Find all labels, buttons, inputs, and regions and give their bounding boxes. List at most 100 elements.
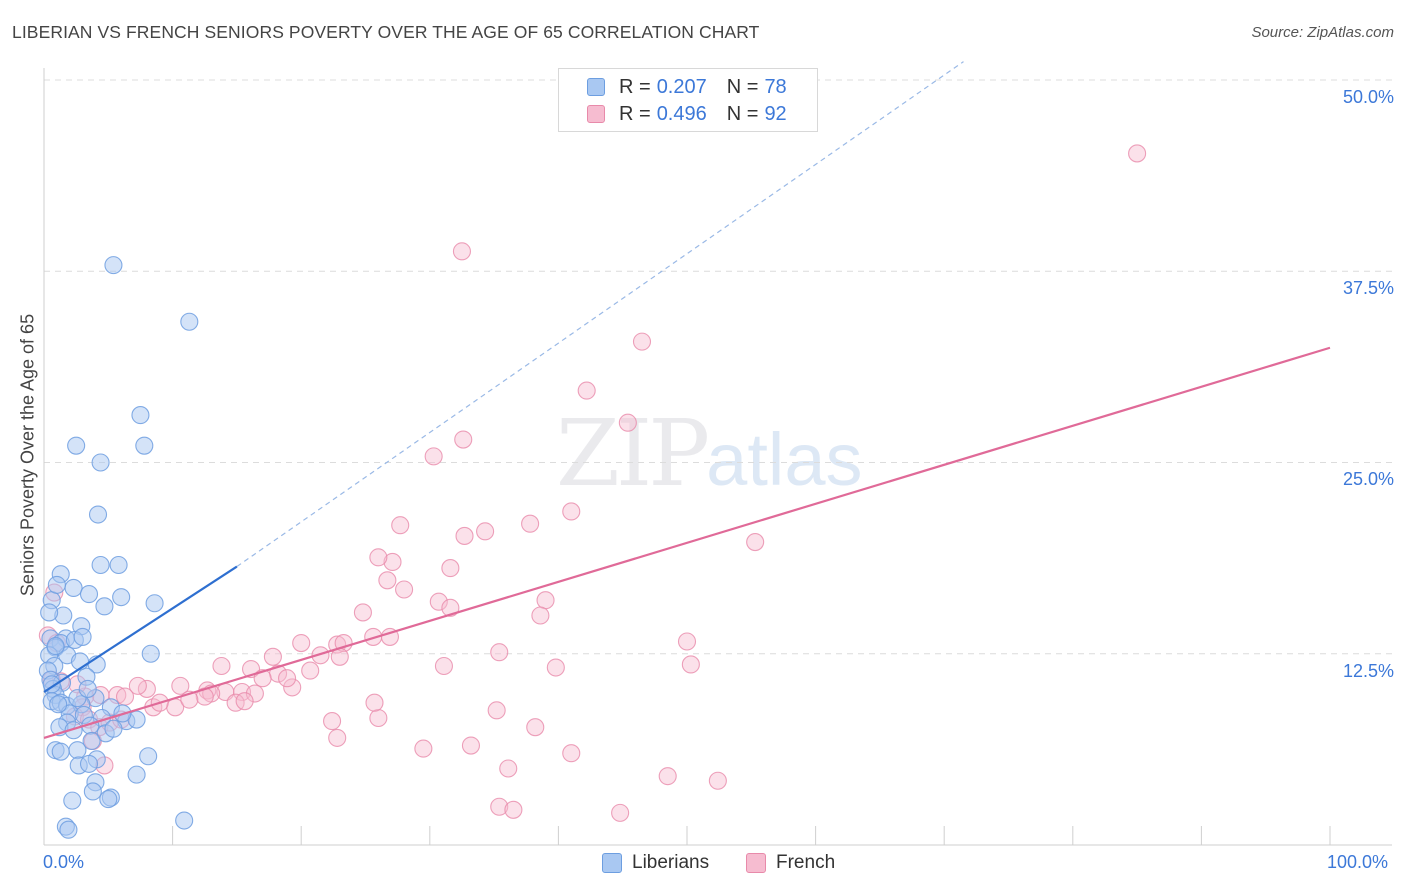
- liberian-point: [64, 721, 83, 740]
- legend-row-french: R = 0.496 N = 92: [587, 101, 787, 127]
- series-legend: Liberians French: [0, 852, 1406, 878]
- french-point: [353, 603, 372, 622]
- french-point: [461, 736, 481, 755]
- liberian-point: [91, 555, 110, 575]
- liberian-point: [83, 782, 102, 801]
- french-point: [369, 548, 388, 567]
- trend-lines: [43, 61, 1331, 739]
- liberian-point: [51, 742, 70, 761]
- liberians-r-label: R =: [619, 75, 651, 98]
- liberians-legend-swatch: [602, 853, 622, 873]
- french-point: [452, 242, 472, 261]
- french-point: [499, 759, 518, 778]
- legend-row-liberians: R = 0.207 N = 78: [587, 74, 787, 100]
- french-point: [115, 687, 135, 706]
- y-axis-label: Seniors Poverty Over the Age of 65: [17, 313, 38, 597]
- french-point: [429, 592, 448, 611]
- french-swatch: [587, 105, 605, 123]
- liberian-point: [79, 754, 99, 773]
- liberian-point: [109, 555, 128, 575]
- french-point: [454, 430, 473, 449]
- liberian-point: [64, 578, 83, 598]
- liberian-point: [91, 453, 110, 472]
- liberian-point: [46, 637, 65, 656]
- legend-item-liberians[interactable]: Liberians: [602, 852, 709, 874]
- french-point: [226, 693, 245, 712]
- french-point: [369, 708, 388, 728]
- french-point: [504, 800, 523, 819]
- french-point: [487, 701, 506, 720]
- french-point: [677, 632, 697, 651]
- french-point: [632, 332, 652, 351]
- french-point: [378, 571, 397, 590]
- french-point: [536, 591, 555, 610]
- y-tick-label-37-5: 37.5%: [1342, 278, 1394, 298]
- french-point: [391, 516, 410, 535]
- correlation-legend: R = 0.207 N = 78 R = 0.496 N = 92: [558, 68, 818, 132]
- axes: [43, 68, 1392, 846]
- french-point: [434, 656, 453, 676]
- french-point: [562, 502, 581, 521]
- liberian-point: [175, 811, 194, 830]
- french-point: [611, 803, 630, 822]
- french-point: [395, 580, 414, 599]
- french-point: [521, 514, 540, 533]
- watermark-atlas: atlas: [706, 418, 863, 501]
- french-point: [490, 643, 509, 662]
- liberians-n-label: N =: [726, 75, 759, 98]
- chart-title: LIBERIAN VS FRENCH SENIORS POVERTY OVER …: [12, 22, 760, 42]
- watermark: ZIPatlas: [556, 400, 862, 507]
- liberian-point: [63, 791, 82, 810]
- liberians-legend-label: Liberians: [632, 852, 710, 873]
- liberian-trend-line: [43, 565, 238, 693]
- french-point: [278, 669, 297, 688]
- liberian-point: [47, 575, 66, 594]
- french-r-label: R =: [619, 102, 651, 125]
- french-point: [263, 647, 282, 666]
- french-legend-label: French: [776, 852, 836, 873]
- legend-item-french[interactable]: French: [746, 852, 835, 874]
- liberian-point: [78, 679, 97, 698]
- liberians-r-value: 0.207: [656, 75, 707, 98]
- liberian-point: [180, 312, 199, 331]
- liberian-point: [49, 695, 68, 714]
- french-point: [746, 533, 765, 552]
- french-point: [490, 797, 509, 816]
- french-point: [328, 728, 347, 747]
- french-point: [526, 718, 545, 737]
- french-n-label: N =: [726, 102, 759, 125]
- french-point: [301, 661, 320, 680]
- french-point: [658, 767, 677, 786]
- french-point: [681, 655, 700, 674]
- french-point: [365, 693, 384, 712]
- french-point: [562, 744, 581, 763]
- french-point: [476, 522, 495, 541]
- liberian-point: [79, 585, 99, 604]
- liberian-point: [112, 588, 131, 607]
- liberian-point: [145, 594, 164, 613]
- french-point: [531, 606, 550, 625]
- french-trend-line: [43, 346, 1331, 739]
- x-tick-label-max: 100.0%: [1327, 852, 1389, 872]
- watermark-zip: ZIP: [556, 400, 710, 507]
- french-point: [383, 552, 402, 572]
- french-point: [235, 692, 254, 711]
- gridlines: [44, 79, 1392, 655]
- french-point: [618, 413, 637, 432]
- french-point: [323, 712, 342, 731]
- french-point: [455, 526, 474, 545]
- source-credit: Source: ZipAtlas.com: [1251, 24, 1394, 41]
- liberian-point: [82, 731, 101, 751]
- liberian-point: [40, 603, 59, 622]
- liberian-point: [141, 644, 160, 663]
- liberian-points: [38, 256, 199, 839]
- french-point: [546, 658, 565, 677]
- french-point: [311, 646, 330, 665]
- y-tick-label-12-5: 12.5%: [1342, 661, 1394, 681]
- y-tick-label-25: 25.0%: [1342, 469, 1394, 489]
- french-point: [171, 676, 190, 695]
- french-point: [424, 447, 443, 466]
- french-point: [245, 684, 264, 703]
- liberian-point: [127, 765, 146, 784]
